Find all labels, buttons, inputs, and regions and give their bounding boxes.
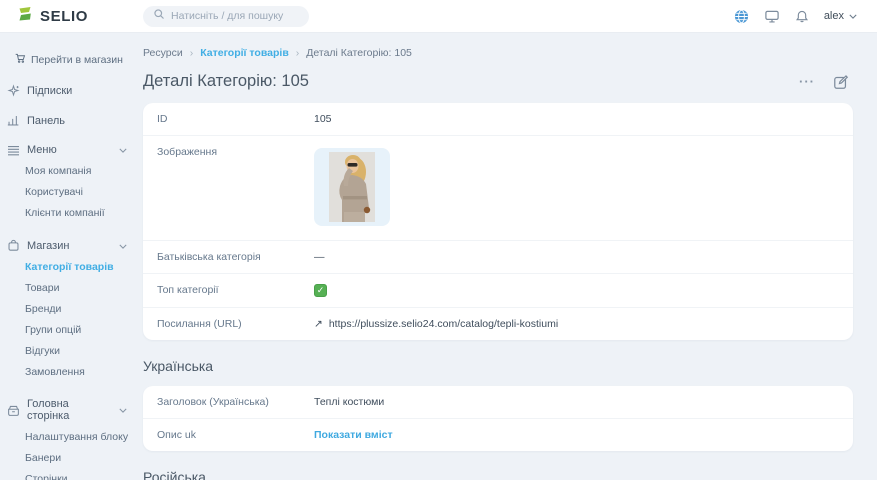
sidebar-item-orders[interactable]: Замовлення <box>25 366 85 378</box>
row-value: — <box>314 251 325 263</box>
external-link-icon: ↗ <box>314 318 323 330</box>
row-label: ID <box>157 113 168 125</box>
section-title-ukrainian: Українська <box>143 358 214 374</box>
detail-row-url: Посилання (URL) ↗ https://plussize.selio… <box>143 307 853 340</box>
search-icon <box>153 7 165 25</box>
sidebar-item-label: Меню <box>27 144 57 156</box>
storage-box-icon <box>7 404 20 417</box>
row-label: Топ категорії <box>157 284 219 296</box>
display-icon[interactable] <box>764 9 780 24</box>
detail-row-top-category: Топ категорії ✓ <box>143 273 853 307</box>
sidebar-item-block-settings[interactable]: Налаштування блоку <box>25 431 129 443</box>
more-actions-button[interactable]: ··· <box>799 74 815 89</box>
section-title-russian: Російська <box>143 469 206 480</box>
category-url-link[interactable]: https://plussize.selio24.com/catalog/tep… <box>328 318 559 330</box>
chevron-down-icon <box>119 240 127 252</box>
breadcrumb-current: Деталі Категорію: 105 <box>306 47 412 59</box>
row-label: Зображення <box>157 146 218 158</box>
top-header: SELIO alex <box>0 0 877 33</box>
row-label: Заголовок (Українська) <box>157 396 269 408</box>
cart-icon <box>15 53 26 67</box>
sidebar-item-shop[interactable]: Магазин <box>0 239 143 252</box>
breadcrumb-resources[interactable]: Ресурси <box>143 47 183 59</box>
row-label: Батьківська категорія <box>157 251 261 263</box>
shopping-bag-icon <box>7 239 20 252</box>
chevron-down-icon <box>119 144 127 156</box>
sidebar-item-label: Підписки <box>27 84 73 97</box>
edit-button[interactable] <box>833 74 849 90</box>
top-category-checkbox[interactable]: ✓ <box>314 284 327 297</box>
category-photo <box>329 152 375 222</box>
sidebar-item-subscriptions[interactable]: Підписки <box>0 84 143 97</box>
chevron-down-icon <box>119 404 127 416</box>
row-value: 105 <box>314 113 332 125</box>
row-value: Теплі костюми <box>314 396 385 408</box>
sidebar-item-brands[interactable]: Бренди <box>25 303 62 315</box>
breadcrumb-categories-link[interactable]: Категорії товарів <box>200 47 289 59</box>
sidebar-item-label: Панель <box>27 114 66 127</box>
sidebar: Перейти в магазин Підписки Панель <box>0 33 143 480</box>
go-to-store-link[interactable]: Перейти в магазин <box>0 53 143 67</box>
user-name: alex <box>823 10 844 22</box>
chevron-down-icon <box>849 10 857 22</box>
user-menu[interactable]: alex <box>824 10 857 22</box>
sidebar-item-banners[interactable]: Банери <box>25 452 62 464</box>
sidebar-item-label: Головна сторінка <box>27 398 70 422</box>
row-label: Опис uk <box>157 429 196 441</box>
language-globe-icon[interactable] <box>734 9 749 24</box>
main-content: Ресурси › Категорії товарів › Деталі Кат… <box>143 33 877 480</box>
sidebar-item-option-groups[interactable]: Групи опцій <box>25 324 82 336</box>
breadcrumb-separator: › <box>295 47 300 59</box>
sidebar-item-menu[interactable]: Меню <box>0 144 143 156</box>
detail-row-id: ID 105 <box>143 103 853 135</box>
sidebar-item-reviews[interactable]: Відгуки <box>25 345 61 357</box>
sidebar-item-users[interactable]: Користувачі <box>25 186 83 198</box>
sidebar-item-homepage[interactable]: Головна сторінка <box>0 398 143 422</box>
row-label: Посилання (URL) <box>157 318 242 330</box>
sidebar-item-products[interactable]: Товари <box>25 282 60 294</box>
store-link-label: Перейти в магазин <box>31 54 123 66</box>
app-logo[interactable]: SELIO <box>17 6 125 27</box>
breadcrumb: Ресурси › Категорії товарів › Деталі Кат… <box>143 47 853 59</box>
notifications-bell-icon[interactable] <box>795 9 809 24</box>
show-content-link-uk[interactable]: Показати вміст <box>314 429 393 441</box>
selio-logo-icon <box>17 6 33 27</box>
sidebar-item-pages[interactable]: Сторінки <box>25 473 68 480</box>
category-image-thumbnail[interactable] <box>314 148 390 226</box>
detail-row-parent-category: Батьківська категорія — <box>143 240 853 273</box>
hamburger-icon <box>7 145 20 156</box>
ukrainian-section-card: Заголовок (Українська) Теплі костюми Опи… <box>143 386 853 451</box>
sparkles-icon <box>7 84 20 97</box>
sidebar-item-dashboard[interactable]: Панель <box>0 114 143 127</box>
detail-row-image: Зображення <box>143 135 853 240</box>
sidebar-item-label: Магазин <box>27 239 70 252</box>
detail-row-title-uk: Заголовок (Українська) Теплі костюми <box>143 386 853 418</box>
sidebar-item-company-clients[interactable]: Клієнти компанії <box>25 207 105 219</box>
sidebar-item-product-categories[interactable]: Категорії товарів <box>25 261 114 273</box>
search-input[interactable] <box>171 10 299 22</box>
category-details-card: ID 105 Зображення <box>143 103 853 340</box>
global-search[interactable] <box>143 5 309 27</box>
logo-text: SELIO <box>40 7 89 25</box>
page-title: Деталі Категорію: 105 <box>143 72 309 90</box>
detail-row-description-uk: Опис uk Показати вміст <box>143 418 853 451</box>
breadcrumb-separator: › <box>189 47 194 59</box>
bar-chart-icon <box>7 114 20 127</box>
sidebar-item-my-company[interactable]: Моя компанія <box>25 165 92 177</box>
check-icon: ✓ <box>316 285 325 295</box>
